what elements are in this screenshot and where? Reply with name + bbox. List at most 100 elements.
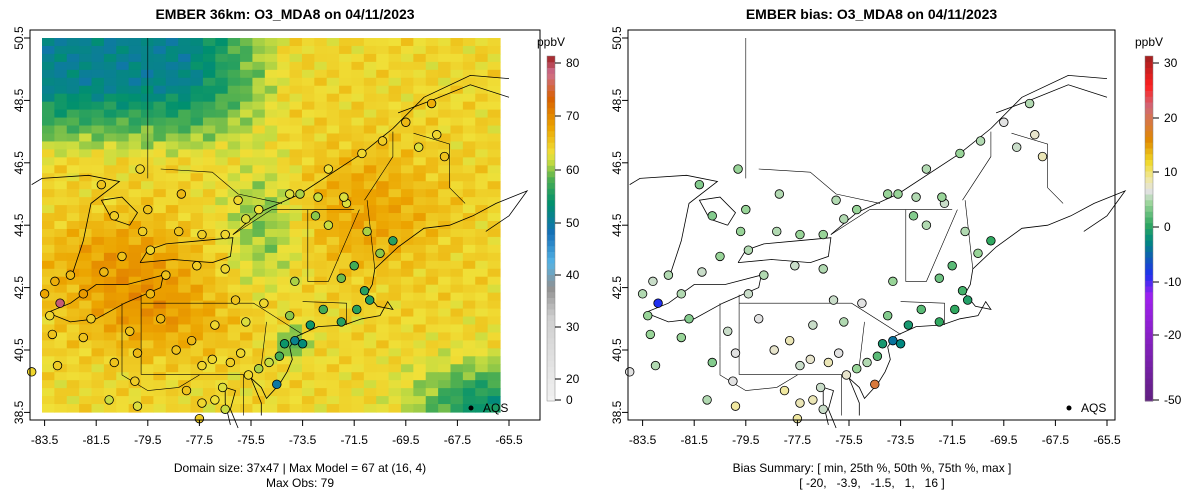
grid-cell — [400, 372, 414, 381]
grid-cell — [314, 252, 328, 262]
grid-cell — [475, 284, 489, 294]
grid-cell — [252, 332, 266, 341]
grid-cell — [363, 173, 377, 182]
grid-cell — [339, 69, 353, 79]
grid-cell — [42, 149, 55, 158]
grid-cell — [487, 117, 501, 127]
grid-cell — [116, 380, 130, 389]
grid-cell — [178, 300, 192, 310]
station-point — [999, 117, 1009, 127]
grid-cell — [252, 173, 266, 182]
grid-cell — [202, 125, 216, 135]
grid-cell — [178, 260, 192, 270]
grid-cell — [54, 276, 68, 286]
grid-cell — [42, 189, 55, 198]
grid-cell — [388, 189, 402, 198]
grid-cell — [178, 236, 192, 246]
grid-cell — [351, 221, 365, 230]
grid-cell — [475, 340, 489, 349]
grid-cell — [116, 61, 130, 71]
grid-cell — [289, 213, 303, 222]
grid-cell — [413, 284, 427, 294]
grid-cell — [165, 396, 179, 405]
grid-cell — [376, 276, 390, 286]
colorbar-swatch — [547, 194, 555, 201]
coastline — [848, 215, 1072, 416]
grid-cell — [54, 61, 68, 71]
grid-cell — [79, 197, 93, 206]
station-point — [743, 289, 754, 299]
grid-cell — [264, 380, 278, 389]
grid-cell — [388, 117, 402, 127]
grid-cell — [215, 45, 229, 55]
grid-cell — [202, 149, 216, 158]
grid-cell — [376, 260, 390, 270]
grid-cell — [277, 141, 291, 151]
grid-cell — [339, 252, 353, 262]
grid-cell — [487, 38, 501, 47]
grid-cell — [264, 276, 278, 286]
grid-cell — [42, 173, 55, 182]
grid-cell — [376, 197, 390, 206]
grid-cell — [116, 141, 130, 151]
grid-cell — [475, 268, 489, 278]
grid-cell — [79, 213, 93, 222]
grid-cell — [462, 189, 476, 198]
station-point — [145, 245, 156, 255]
grid-cell — [66, 284, 80, 294]
grid-cell — [215, 300, 229, 310]
grid-cell — [438, 69, 452, 79]
grid-cell — [190, 45, 204, 55]
grid-cell — [91, 372, 105, 381]
colorbar-tick-label: 30 — [1164, 56, 1178, 70]
station-point — [220, 229, 230, 240]
grid-cell — [425, 228, 439, 238]
grid-cell — [128, 205, 142, 214]
grid-cell — [252, 348, 266, 357]
grid-cell — [277, 236, 291, 246]
grid-cell — [165, 404, 179, 413]
grid-cell — [165, 340, 179, 349]
grid-cell — [54, 260, 68, 270]
station-point — [1037, 151, 1048, 162]
grid-cell — [252, 324, 266, 334]
grid-cell — [388, 109, 402, 119]
grid-cell — [54, 141, 68, 151]
colorbar-swatch — [1145, 67, 1153, 74]
grid-cell — [314, 93, 328, 103]
station-point — [225, 357, 236, 368]
grid-cell — [227, 149, 241, 158]
map-panel-2: EMBER bias: O3_MDA8 on 04/11/2023AQS-83.… — [610, 6, 1182, 447]
grid-cell — [141, 228, 155, 238]
grid-cell — [264, 252, 278, 262]
grid-cell — [66, 109, 80, 119]
lat-tick-label: 40.5 — [610, 338, 624, 362]
grid-cell — [227, 181, 241, 190]
state-border — [758, 168, 881, 204]
station-point — [723, 326, 733, 336]
grid-cell — [400, 213, 414, 222]
grid-cell — [153, 109, 167, 119]
grid-cell — [277, 213, 291, 222]
grid-cell — [388, 53, 402, 63]
grid-cell — [91, 260, 105, 270]
grid-cell — [388, 244, 402, 254]
grid-cell — [388, 340, 402, 349]
grid-cell — [252, 85, 266, 95]
colorbar-swatch — [547, 234, 555, 241]
grid-cell — [326, 165, 340, 174]
station-point — [220, 264, 230, 274]
grid-cell — [227, 53, 241, 63]
station-point — [375, 248, 385, 258]
colorbar-swatch — [1145, 320, 1153, 327]
colorbar-swatch — [1145, 343, 1153, 350]
panel-1-caption: Domain size: 37x47 | Max Model = 67 at (… — [0, 461, 600, 491]
grid-cell — [66, 244, 80, 254]
grid-cell — [363, 117, 377, 127]
grid-cell — [487, 324, 501, 334]
grid-cell — [413, 356, 427, 365]
grid-cell — [91, 300, 105, 310]
station-point — [210, 395, 220, 405]
grid-cell — [277, 332, 291, 341]
grid-cell — [487, 181, 501, 190]
